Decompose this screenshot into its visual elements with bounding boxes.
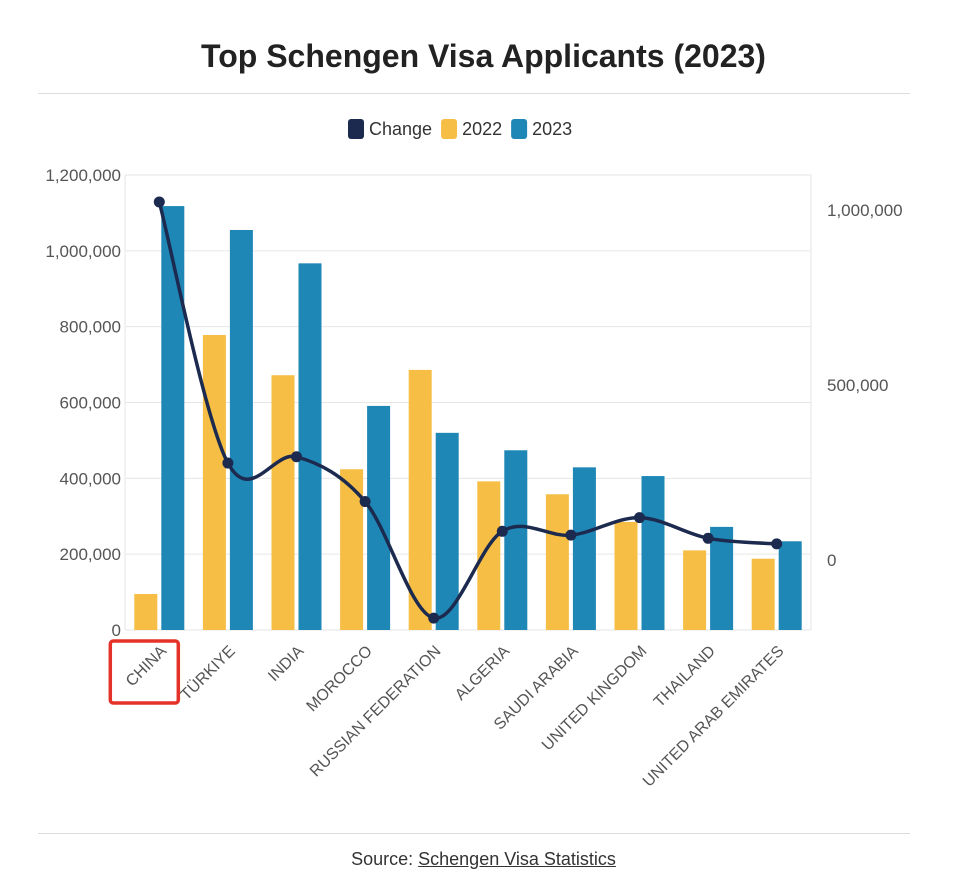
bar-2023 xyxy=(161,206,185,630)
bar-2022 xyxy=(751,558,775,630)
change-point xyxy=(291,451,302,463)
highlight-rect xyxy=(108,639,181,705)
change-point xyxy=(222,457,234,469)
legend-label-change: Change xyxy=(369,119,432,139)
change-line xyxy=(153,196,783,624)
bar-2023 xyxy=(778,541,802,630)
bar-2022 xyxy=(477,481,501,630)
legend-swatch-2022 xyxy=(441,119,458,139)
chart-title: Top Schengen Visa Applicants (2023) xyxy=(201,38,766,74)
bar-2023 xyxy=(710,526,734,630)
bar-2023 xyxy=(572,467,596,630)
legend-swatch-2023 xyxy=(511,119,528,139)
category-label: RUSSIAN FEDERATION xyxy=(307,643,445,781)
highlight-box xyxy=(108,639,181,705)
right-tick-label: 0 xyxy=(827,551,836,570)
category-label: MOROCCO xyxy=(304,643,376,715)
left-tick-label: 600,000 xyxy=(60,394,121,413)
bar-2022 xyxy=(271,375,295,630)
left-tick-label: 800,000 xyxy=(60,318,121,337)
bar-2023 xyxy=(435,432,459,630)
source-prefix: Source: xyxy=(351,849,414,869)
bar-2022 xyxy=(614,521,638,630)
left-tick-label: 1,000,000 xyxy=(45,242,121,261)
left-tick-label: 0 xyxy=(112,621,121,640)
bar-2023 xyxy=(229,229,253,630)
category-label: UNITED ARAB EMIRATES xyxy=(640,643,788,791)
bar-2022 xyxy=(545,494,569,630)
change-point xyxy=(428,612,440,624)
category-label: ALGERIA xyxy=(452,643,513,704)
bars xyxy=(134,206,802,630)
bar-2023 xyxy=(641,476,665,630)
change-point xyxy=(496,525,508,537)
footer-divider xyxy=(38,833,910,834)
bar-2023 xyxy=(367,405,391,630)
change-point xyxy=(702,532,714,544)
right-axis: 0 500,000 1,000,000 xyxy=(827,201,903,570)
source-link[interactable]: Schengen Visa Statistics xyxy=(418,849,616,869)
right-tick-label: 500,000 xyxy=(827,376,888,395)
bar-2022 xyxy=(340,469,364,630)
bar-2022 xyxy=(683,550,707,630)
bar-2023 xyxy=(298,263,322,630)
change-point xyxy=(359,496,371,508)
left-tick-label: 400,000 xyxy=(60,469,121,488)
category-label: CHINA xyxy=(123,643,170,690)
source-line: Source: Schengen Visa Statistics xyxy=(0,849,967,870)
change-point xyxy=(565,529,577,541)
legend-label-2022: 2022 xyxy=(462,119,502,139)
change-point xyxy=(771,538,783,550)
category-label: TÜRKIYE xyxy=(177,642,239,704)
gridlines xyxy=(124,174,812,631)
legend-swatch-change xyxy=(348,119,364,139)
bar-2022 xyxy=(134,593,158,630)
change-point xyxy=(634,512,645,524)
title-divider xyxy=(38,93,910,94)
legend-label-2023: 2023 xyxy=(532,119,572,139)
category-label: THAILAND xyxy=(651,643,719,711)
category-label: INDIA xyxy=(265,643,307,685)
bar-2023 xyxy=(504,450,528,630)
bar-2022 xyxy=(202,335,226,630)
left-tick-label: 1,200,000 xyxy=(45,166,121,185)
left-tick-label: 200,000 xyxy=(60,545,121,564)
change-point xyxy=(153,196,165,208)
bar-2022 xyxy=(408,369,432,630)
left-axis: 0 200,000 400,000 600,000 800,000 1,000,000 1,… xyxy=(45,166,121,640)
right-tick-label: 1,000,000 xyxy=(827,201,903,220)
legend: Change 2022 2023 xyxy=(348,119,572,139)
